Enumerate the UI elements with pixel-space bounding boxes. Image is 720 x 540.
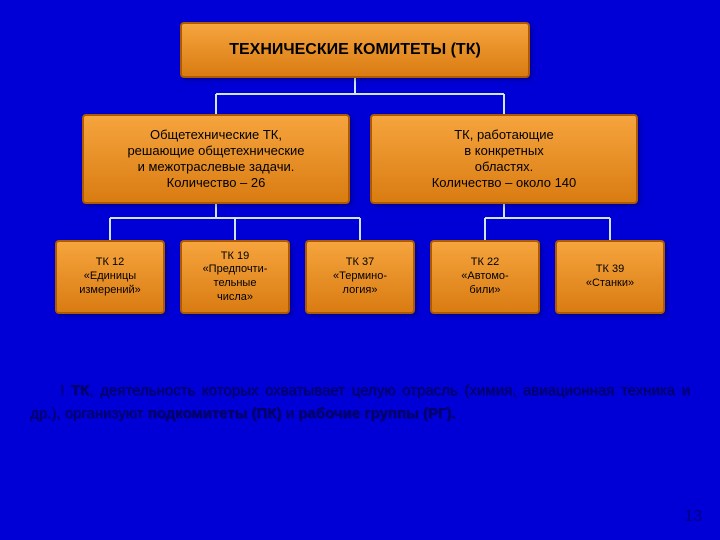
level3-box-tk22-text: ТК 22«Автомо-били» (461, 256, 508, 297)
level3-box-tk39: ТК 39«Станки» (555, 240, 665, 314)
level2-box-specific: ТК, работающиев конкретныхобластях.Колич… (370, 114, 638, 204)
level3-box-tk19-text: ТК 19«Предпочти-тельныечисла» (203, 250, 268, 305)
level3-box-tk19: ТК 19«Предпочти-тельныечисла» (180, 240, 290, 314)
level3-box-tk12-text: ТК 12«Единицыизмерений» (79, 256, 141, 297)
root-box-label: ТЕХНИЧЕСКИЕ КОМИТЕТЫ (ТК) (229, 40, 481, 60)
level2-box-specific-text: ТК, работающиев конкретныхобластях.Колич… (432, 127, 577, 192)
level3-box-tk12: ТК 12«Единицыизмерений» (55, 240, 165, 314)
footnote-text: ! ТК, деятельность которых охватывает це… (30, 380, 690, 425)
root-box: ТЕХНИЧЕСКИЕ КОМИТЕТЫ (ТК) (180, 22, 530, 78)
level3-box-tk22: ТК 22«Автомо-били» (430, 240, 540, 314)
level3-box-tk37-text: ТК 37«Термино-логия» (333, 256, 387, 297)
level3-box-tk39-text: ТК 39«Станки» (586, 263, 634, 291)
slide: ТЕХНИЧЕСКИЕ КОМИТЕТЫ (ТК) Общетехнически… (0, 0, 720, 540)
page-number: 13 (684, 508, 702, 526)
level2-box-general: Общетехнические ТК,решающие общетехничес… (82, 114, 350, 204)
level2-box-general-text: Общетехнические ТК,решающие общетехничес… (127, 127, 304, 192)
level3-box-tk37: ТК 37«Термино-логия» (305, 240, 415, 314)
